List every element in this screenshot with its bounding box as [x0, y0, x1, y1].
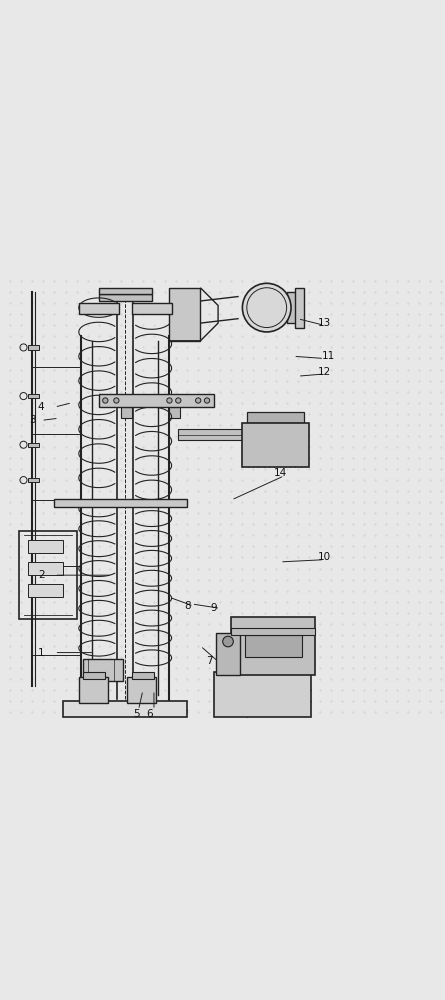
Circle shape [114, 398, 119, 403]
Bar [245, 635, 302, 657]
Bar [243, 423, 309, 467]
Circle shape [204, 398, 210, 403]
Text: 5: 5 [133, 709, 140, 719]
Text: 11: 11 [322, 351, 335, 361]
Bar [132, 672, 154, 679]
Circle shape [165, 500, 170, 505]
Bar [295, 288, 304, 328]
Circle shape [146, 306, 153, 312]
Circle shape [217, 709, 223, 715]
Text: 3: 3 [29, 415, 36, 425]
Bar [99, 288, 152, 294]
Bar [19, 531, 77, 619]
Circle shape [176, 398, 181, 403]
Bar [28, 478, 39, 482]
Circle shape [93, 306, 100, 312]
Bar [99, 294, 152, 301]
Bar [214, 672, 311, 717]
Bar [54, 499, 187, 507]
Bar [99, 394, 214, 407]
Circle shape [243, 283, 291, 332]
Circle shape [290, 709, 296, 715]
Text: 7: 7 [206, 656, 213, 666]
Bar [28, 345, 39, 350]
Bar [83, 672, 105, 679]
Bar [247, 412, 304, 423]
Text: 12: 12 [318, 367, 331, 377]
Text: 13: 13 [318, 318, 331, 328]
Bar [28, 394, 39, 398]
Text: 2: 2 [38, 570, 44, 580]
Bar [231, 628, 316, 635]
Bar [254, 434, 298, 456]
Bar [216, 633, 240, 675]
Bar [231, 617, 316, 675]
Bar [132, 303, 172, 314]
Bar [178, 429, 243, 440]
Circle shape [80, 306, 86, 312]
Bar [287, 292, 298, 323]
Bar [79, 677, 108, 703]
Circle shape [228, 709, 235, 715]
Text: 14: 14 [273, 468, 287, 478]
Circle shape [195, 398, 201, 403]
Bar [121, 407, 132, 418]
Text: 6: 6 [146, 709, 153, 719]
Bar [28, 540, 63, 553]
Circle shape [301, 709, 307, 715]
Text: 4: 4 [38, 402, 44, 412]
Circle shape [222, 636, 233, 647]
Bar [28, 562, 63, 575]
Text: 10: 10 [318, 552, 331, 562]
Bar [170, 407, 181, 418]
Bar [170, 288, 200, 341]
Circle shape [167, 398, 172, 403]
Bar [28, 443, 39, 447]
Text: 8: 8 [184, 601, 190, 611]
Bar [83, 659, 123, 681]
Circle shape [58, 500, 64, 505]
Circle shape [87, 306, 93, 312]
Circle shape [133, 306, 139, 312]
Text: 1: 1 [38, 648, 44, 658]
Circle shape [72, 500, 77, 505]
Circle shape [140, 306, 146, 312]
Circle shape [151, 500, 157, 505]
Circle shape [103, 398, 108, 403]
Text: 9: 9 [210, 603, 217, 613]
Bar [127, 677, 156, 703]
Bar [28, 584, 63, 597]
Bar [79, 303, 118, 314]
Bar [63, 701, 187, 717]
